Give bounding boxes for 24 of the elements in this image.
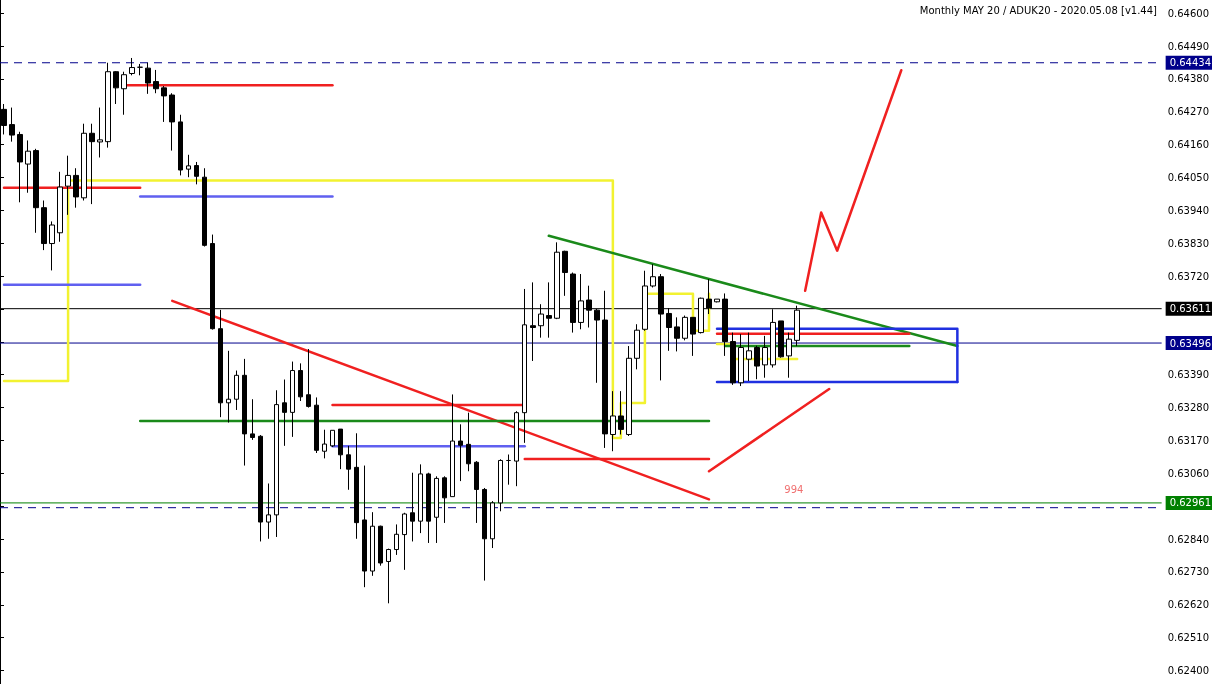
annotation: 994: [784, 484, 804, 496]
y-tick-label: 0.63940: [1167, 204, 1210, 216]
y-tick-label: 0.62400: [1167, 665, 1210, 677]
ref-line-label: 0.64434: [1169, 57, 1212, 69]
y-tick-label: 0.62730: [1167, 566, 1210, 578]
y-tick-label: 0.63280: [1167, 402, 1210, 414]
y-tick-label: 0.62840: [1167, 533, 1210, 545]
y-tick-label: 0.64160: [1167, 139, 1210, 151]
y-tick-label: 0.64380: [1167, 73, 1210, 85]
ref-line-label: 0.62961: [1169, 497, 1212, 509]
y-tick-label: 0.62620: [1167, 599, 1210, 611]
y-tick-label: 0.63390: [1167, 369, 1210, 381]
y-tick-label: 0.63170: [1167, 434, 1210, 446]
y-tick-label: 0.64490: [1167, 40, 1210, 52]
y-tick-label: 0.63830: [1167, 237, 1210, 249]
ref-line-label: 0.63611: [1169, 303, 1212, 315]
y-tick-label: 0.64050: [1167, 172, 1210, 183]
y-tick-label: 0.63720: [1167, 270, 1210, 282]
text: Monthly MAY 20 / ADUK20 - 2020.05.08 [v1.44]: [919, 4, 1158, 16]
y-tick-label: 0.64270: [1167, 106, 1210, 118]
y-tick-label: 0.62510: [1167, 632, 1210, 644]
y-tick-label: 0.63060: [1167, 467, 1210, 479]
ref-line-label: 0.63496: [1169, 337, 1212, 349]
y-tick-label: 0.64600: [1167, 7, 1210, 19]
